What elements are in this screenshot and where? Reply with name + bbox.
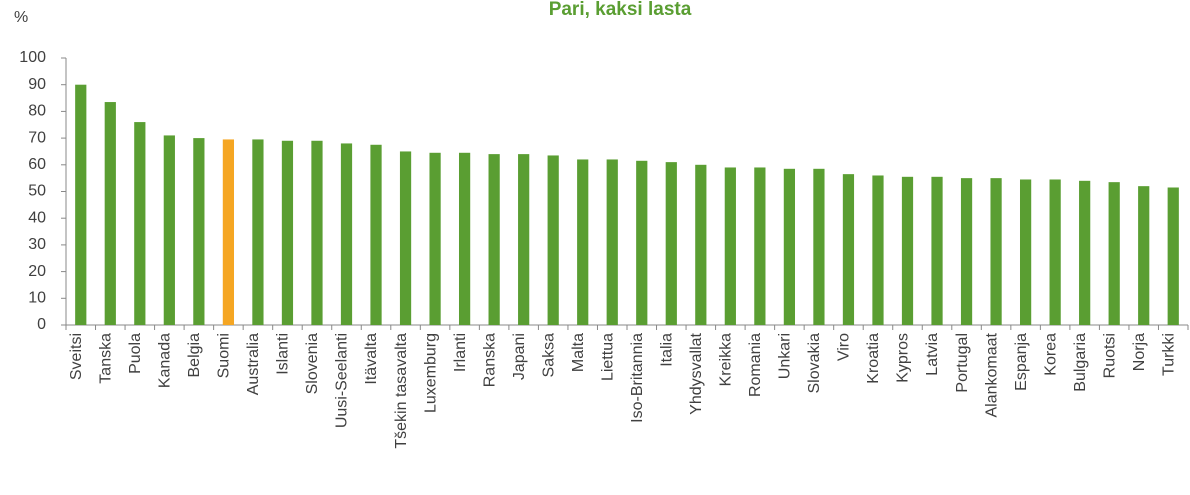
y-tick-label: 40 [28, 209, 46, 226]
x-tick-label: Norja [1131, 333, 1148, 371]
bar [163, 135, 175, 325]
bar [547, 155, 559, 325]
x-tick-label: Sveitsi [68, 333, 85, 380]
x-tick-label: Suomi [216, 333, 233, 378]
x-tick-label: Luxemburg [422, 333, 439, 413]
x-tick-label: Romania [747, 333, 764, 397]
x-tick-label: Slovakia [806, 333, 823, 394]
bar [724, 167, 736, 325]
bar [842, 174, 855, 325]
x-tick-label: Australia [245, 333, 262, 395]
x-tick-label: Kypros [895, 333, 912, 383]
bar [75, 84, 87, 325]
x-tick-label: Korea [1042, 333, 1059, 376]
x-tick-label: Ruotsi [1101, 333, 1118, 378]
y-tick-label: 70 [28, 129, 46, 146]
bar [399, 151, 412, 325]
x-tick-label: Itävalta [363, 333, 380, 385]
x-tick-label: Japani [511, 333, 528, 380]
x-tick-label: Turkki [1160, 333, 1177, 376]
x-tick-label: Espanja [1013, 333, 1030, 391]
y-tick-label: 90 [28, 76, 46, 93]
bar [1138, 186, 1150, 325]
bar [104, 102, 116, 326]
x-tick-label: Bulgaria [1072, 333, 1089, 392]
bar [813, 168, 825, 325]
x-tick-label: Unkari [777, 333, 794, 379]
bar [1079, 180, 1091, 325]
y-tick-label: 20 [28, 263, 46, 280]
x-tick-label: Malta [570, 333, 587, 372]
x-tick-label: Islanti [275, 333, 292, 375]
bar [311, 140, 323, 325]
y-axis-label: % [14, 9, 28, 26]
bar [665, 162, 677, 325]
y-tick-label: 50 [28, 183, 46, 200]
y-tick-label: 30 [28, 236, 46, 253]
bar [960, 178, 973, 325]
x-tick-label: Liettua [599, 333, 616, 381]
x-tick-label: Puola [127, 333, 144, 374]
bar [783, 168, 796, 325]
bar [931, 176, 943, 325]
bar [340, 143, 353, 325]
bar [252, 139, 264, 325]
bar [134, 122, 146, 325]
x-tick-label: Uusi-Seelanti [334, 333, 351, 428]
y-tick-label: 10 [28, 290, 46, 307]
bar [458, 152, 471, 325]
x-tick-label: Alankomaat [983, 332, 1000, 417]
bar [281, 140, 294, 325]
chart-title: Pari, kaksi lasta [549, 0, 692, 20]
x-tick-label: Belgia [186, 333, 203, 378]
bar [1049, 179, 1061, 325]
bar [636, 160, 648, 325]
bar [901, 176, 914, 325]
x-tick-label: Irlanti [452, 333, 469, 372]
x-tick-label: Latvia [924, 333, 941, 376]
x-tick-label: Kanada [157, 333, 174, 388]
x-tick-label: Tanska [98, 333, 115, 384]
x-tick-label: Iso-Britannia [629, 333, 646, 423]
bar [695, 164, 707, 325]
bar [1108, 182, 1120, 325]
bar [872, 175, 884, 325]
bar [1167, 187, 1179, 325]
bar [370, 144, 382, 325]
bar [222, 139, 235, 325]
x-tick-label: Yhdysvallat [688, 332, 705, 414]
y-tick-label: 60 [28, 156, 46, 173]
bar [990, 178, 1002, 325]
x-tick-label: Italia [659, 333, 676, 367]
x-tick-label: Tšekin tasavalta [393, 333, 410, 449]
bar [488, 154, 500, 325]
x-tick-label: Viro [836, 333, 853, 361]
bar [754, 167, 766, 325]
bar [429, 152, 441, 325]
x-tick-label: Saksa [540, 333, 557, 378]
x-tick-label: Kroatia [865, 333, 882, 384]
y-tick-label: 0 [37, 316, 46, 333]
x-tick-label: Kreikka [718, 333, 735, 386]
y-tick-label: 80 [28, 103, 46, 120]
bar [193, 138, 205, 325]
x-tick-label: Ranska [481, 333, 498, 387]
y-tick-label: 100 [19, 49, 46, 66]
x-tick-label: Portugal [954, 333, 971, 393]
x-tick-label: Slovenia [304, 333, 321, 394]
bar [1019, 179, 1032, 325]
bar [518, 154, 530, 325]
bar [577, 159, 589, 325]
bar [606, 159, 618, 325]
